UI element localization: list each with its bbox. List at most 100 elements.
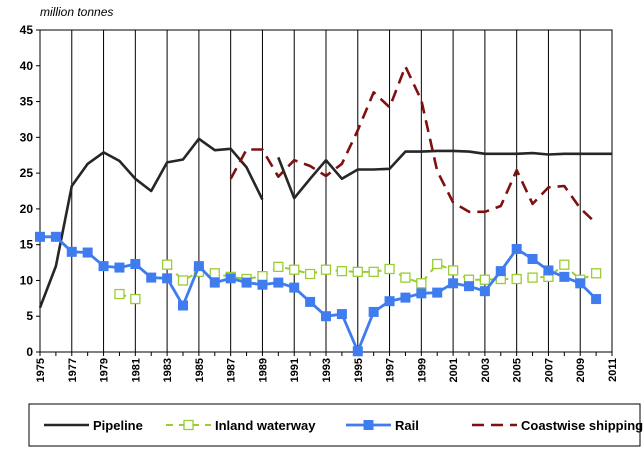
- unit-label: million tonnes: [40, 5, 113, 19]
- series-line-pipeline: [277, 149, 612, 200]
- data-point-rail: [559, 271, 570, 282]
- data-point-rail: [495, 266, 506, 277]
- data-point-rail: [162, 273, 173, 284]
- data-point-rail: [511, 243, 522, 254]
- data-point-rail: [591, 294, 602, 305]
- data-point-rail: [321, 311, 331, 322]
- data-point-inland-waterway: [289, 264, 300, 275]
- data-point-rail: [400, 292, 411, 303]
- data-point-rail: [273, 277, 284, 288]
- data-point-rail: [289, 282, 300, 293]
- legend-box: [28, 403, 641, 447]
- data-point-rail: [305, 296, 316, 307]
- series-coastwise-shipping: [229, 65, 597, 225]
- data-point-rail: [193, 261, 204, 272]
- y-tick-label: 35: [20, 95, 34, 109]
- data-point-rail: [336, 309, 347, 320]
- data-point-inland-waterway: [209, 268, 220, 279]
- y-tick-label: 5: [26, 309, 33, 323]
- data-point-inland-waterway: [416, 278, 427, 289]
- x-tick-label: 1987: [226, 358, 238, 382]
- data-point-inland-waterway: [161, 259, 173, 270]
- y-tick-label: 25: [20, 166, 34, 180]
- data-point-inland-waterway: [177, 275, 189, 286]
- x-tick-label: 2003: [480, 358, 492, 382]
- y-tick-label: 45: [20, 23, 34, 37]
- data-point-inland-waterway: [384, 263, 395, 275]
- data-point-rail: [432, 287, 443, 298]
- data-point-rail: [479, 286, 490, 297]
- data-point-rail: [209, 277, 220, 288]
- y-tick-label: 40: [20, 59, 34, 73]
- legend-label-pipeline: Pipeline: [93, 418, 143, 433]
- data-point-rail: [257, 279, 268, 290]
- data-point-rail: [241, 277, 252, 288]
- data-point-inland-waterway: [400, 272, 411, 283]
- data-point-inland-waterway: [479, 274, 491, 285]
- x-tick-label: 1993: [321, 358, 333, 382]
- x-tick-label: 1995: [353, 358, 365, 382]
- series-pipeline: [38, 137, 612, 309]
- data-point-inland-waterway: [257, 271, 268, 282]
- series-line-pipeline: [38, 137, 264, 309]
- legend-label-inland-waterway: Inland waterway: [215, 418, 316, 433]
- data-point-inland-waterway: [590, 268, 602, 279]
- y-tick-label: 30: [20, 130, 34, 144]
- data-point-rail: [384, 296, 395, 307]
- x-tick-label: 1975: [35, 358, 47, 382]
- data-point-rail: [130, 258, 141, 269]
- grid: [71, 30, 581, 352]
- x-tick-label: 2009: [575, 358, 587, 382]
- y-tick-label: 20: [20, 202, 34, 216]
- data-point-rail: [82, 247, 93, 258]
- axes: 0 5 10 15 20 25 30 35 40 45 1975 1977 1979 1981 1983 19…: [20, 23, 619, 382]
- x-tick-label: 1991: [289, 358, 301, 382]
- data-point-inland-waterway: [130, 293, 141, 305]
- data-point-inland-waterway: [527, 272, 538, 283]
- x-tick-label: 1977: [67, 358, 79, 382]
- x-tick-label: 1999: [416, 358, 428, 382]
- x-tick-label: 1983: [162, 358, 174, 382]
- data-point-rail: [66, 246, 77, 257]
- data-point-rail: [35, 231, 45, 242]
- data-point-inland-waterway: [114, 288, 125, 300]
- data-point-rail: [178, 300, 188, 311]
- data-point-rail: [527, 253, 538, 264]
- data-point-rail: [464, 281, 474, 292]
- legend-marker-inland-waterway: [183, 419, 194, 431]
- data-point-inland-waterway: [304, 268, 316, 280]
- x-tick-label: 1979: [99, 358, 111, 382]
- legend: Pipeline Inland waterway Rail Coastwise shi…: [28, 403, 643, 447]
- data-point-rail: [416, 288, 427, 299]
- x-tick-label: 2001: [448, 358, 460, 382]
- data-point-inland-waterway: [320, 264, 332, 275]
- data-point-rail: [448, 278, 459, 289]
- x-tick-label: 1989: [257, 358, 269, 382]
- data-point-rail: [575, 278, 586, 289]
- data-point-rail: [50, 231, 61, 242]
- data-point-rail: [368, 306, 379, 317]
- series-rail: [35, 231, 602, 357]
- y-tick-label: 10: [20, 273, 34, 287]
- x-tick-label: 1985: [194, 358, 206, 382]
- y-tick-label: 15: [20, 238, 34, 252]
- legend-label-coastwise-shipping: Coastwise shipping: [521, 418, 643, 433]
- series-line-coastwise-shipping: [229, 65, 597, 225]
- data-point-rail: [225, 273, 236, 284]
- data-point-inland-waterway: [352, 266, 363, 278]
- data-point-rail: [543, 265, 554, 276]
- x-tick-label: 1981: [130, 358, 142, 382]
- x-tick-label: 2007: [543, 358, 555, 382]
- data-point-inland-waterway: [273, 261, 284, 272]
- series-line-inland-waterway: [166, 263, 597, 285]
- x-tick-label: 2005: [512, 358, 524, 382]
- legend-marker-rail: [363, 420, 374, 430]
- x-tick-label: 1997: [385, 358, 397, 382]
- data-point-inland-waterway: [368, 266, 379, 278]
- data-point-rail: [146, 272, 157, 283]
- data-point-rail: [352, 346, 363, 357]
- data-point-inland-waterway: [559, 259, 570, 270]
- legend-label-rail: Rail: [395, 418, 419, 433]
